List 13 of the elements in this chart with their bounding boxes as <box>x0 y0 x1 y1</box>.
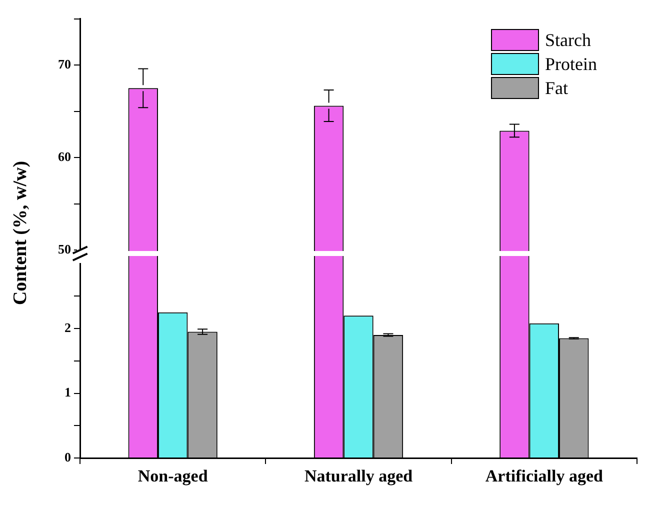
legend-label: Fat <box>545 77 568 100</box>
y-tick-label: 0 <box>64 449 71 464</box>
x-tick-label: Artificially aged <box>485 466 604 486</box>
y-tick-label: 1 <box>64 384 71 400</box>
x-tick-label: Naturally aged <box>304 466 414 486</box>
y-tick-label: 60 <box>58 148 71 164</box>
y-axis-title: Content (%, w/w) <box>10 160 32 306</box>
legend-label: Protein <box>545 53 597 76</box>
y-tick-label: 70 <box>58 56 71 72</box>
y-tick-label: 50 <box>58 241 71 256</box>
y-tick-label: 2 <box>64 320 71 335</box>
x-tick-label: Non-aged <box>138 466 208 486</box>
legend-label: Starch <box>545 29 591 52</box>
